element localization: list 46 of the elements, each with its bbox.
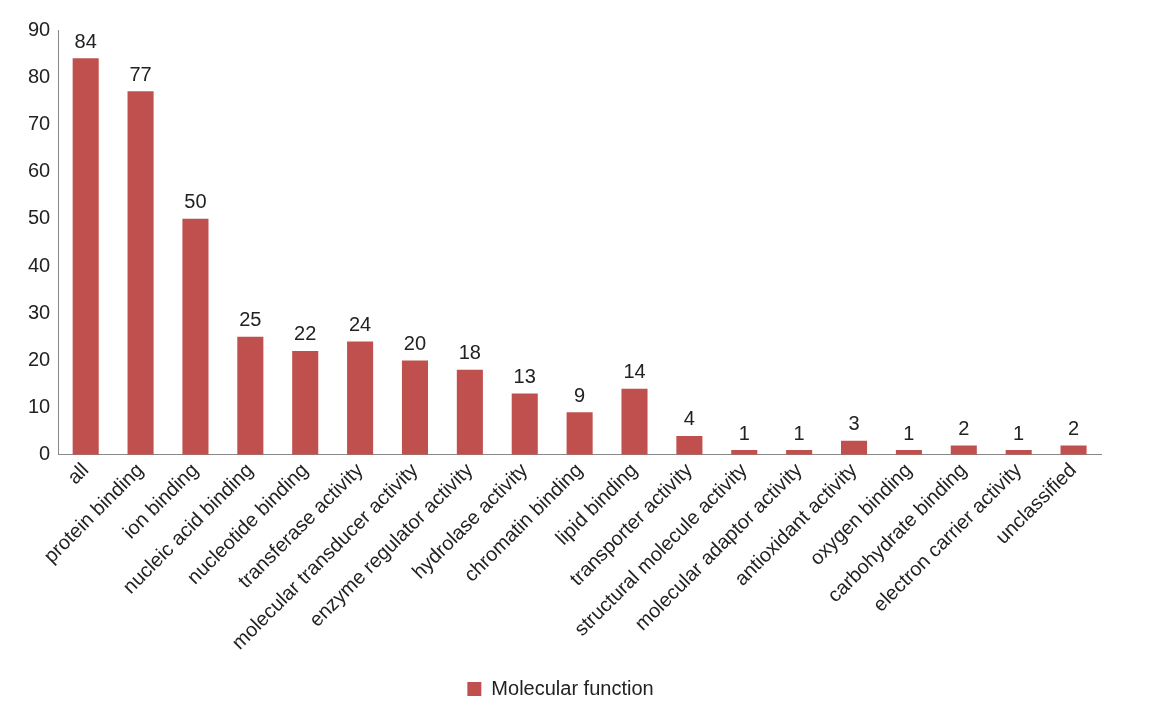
data-label: 2	[1068, 416, 1080, 439]
bar	[621, 388, 648, 455]
y-tick-label: 90	[28, 17, 51, 40]
data-label: 20	[403, 331, 427, 354]
bar	[566, 412, 593, 455]
bar	[347, 341, 374, 455]
data-label: 4	[683, 407, 695, 430]
bar	[950, 445, 977, 455]
y-tick-label: 70	[28, 111, 51, 134]
data-label: 1	[793, 421, 805, 444]
bar	[841, 440, 868, 455]
bar	[127, 91, 154, 455]
data-label: 77	[129, 62, 152, 85]
data-label: 22	[294, 322, 317, 345]
data-label: 1	[903, 421, 915, 444]
data-label: 2	[958, 416, 970, 439]
y-tick-label: 40	[28, 253, 51, 276]
legend-label: Molecular function	[491, 676, 654, 699]
data-label: 1	[1013, 421, 1025, 444]
y-tick-label: 50	[28, 206, 51, 229]
bar	[401, 360, 429, 455]
y-tick-label: 60	[28, 159, 51, 182]
y-tick-label: 20	[28, 347, 51, 370]
bar	[237, 336, 264, 455]
data-label: 24	[348, 313, 372, 336]
y-tick-label: 30	[28, 300, 51, 323]
data-label: 25	[239, 308, 262, 331]
bar	[292, 350, 319, 455]
bar	[676, 435, 703, 455]
data-label: 9	[574, 383, 586, 406]
bar	[456, 369, 483, 455]
y-tick-label: 0	[39, 442, 51, 465]
bar	[182, 218, 209, 455]
x-tick-label: all	[62, 458, 93, 489]
data-label: 50	[184, 190, 207, 213]
data-label: 84	[74, 29, 97, 52]
data-label: 18	[458, 341, 481, 364]
data-label: 13	[513, 364, 536, 387]
bar	[1060, 445, 1087, 455]
y-tick-label: 80	[28, 64, 51, 87]
data-label: 1	[738, 421, 750, 444]
bar	[72, 58, 99, 455]
data-label: 3	[848, 412, 860, 435]
bar	[511, 393, 538, 455]
y-tick-label: 10	[28, 395, 51, 418]
data-label: 14	[623, 360, 646, 383]
